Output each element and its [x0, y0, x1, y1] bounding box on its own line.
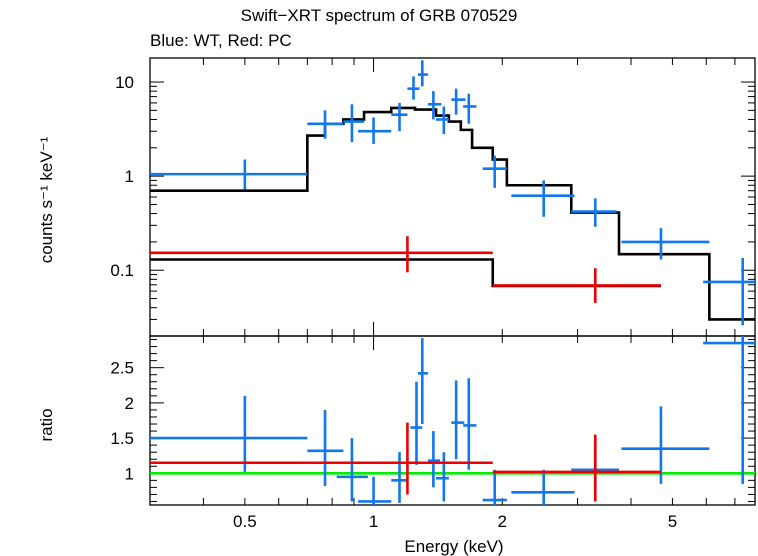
- wt-model-step: [150, 106, 755, 321]
- spectrum-y-axis-label: counts s⁻¹ keV⁻¹: [37, 136, 56, 263]
- x-axis-label: Energy (keV): [404, 537, 503, 556]
- ratio-y-axis-label: ratio: [37, 408, 56, 441]
- pc-model-step: [150, 258, 661, 288]
- ratio-panel: [150, 336, 755, 505]
- plot-frames: 0.5 1 2 5 0.1 1 10 1 1.5 2 2.5: [110, 57, 756, 531]
- spectrum-panel: [150, 60, 755, 326]
- x-tick-label: 0.5: [233, 512, 257, 531]
- chart-title: Swift−XRT spectrum of GRB 070529: [240, 6, 518, 25]
- spectrum-y-tick-label: 0.1: [110, 261, 134, 280]
- x-tick-label: 1: [369, 512, 378, 531]
- x-tick-label: 2: [498, 512, 507, 531]
- spectrum-y-tick-label: 1: [125, 167, 134, 186]
- ratio-y-tick-label: 2.5: [110, 359, 134, 378]
- spectrum-y-tick-label: 10: [115, 73, 134, 92]
- x-tick-label: 5: [668, 512, 677, 531]
- ratio-y-tick-label: 1: [125, 464, 134, 483]
- ratio-y-tick-label: 1.5: [110, 429, 134, 448]
- ratio-frame: [149, 335, 756, 506]
- ratio-y-tick-label: 2: [125, 394, 134, 413]
- chart-subtitle: Blue: WT, Red: PC: [150, 31, 292, 50]
